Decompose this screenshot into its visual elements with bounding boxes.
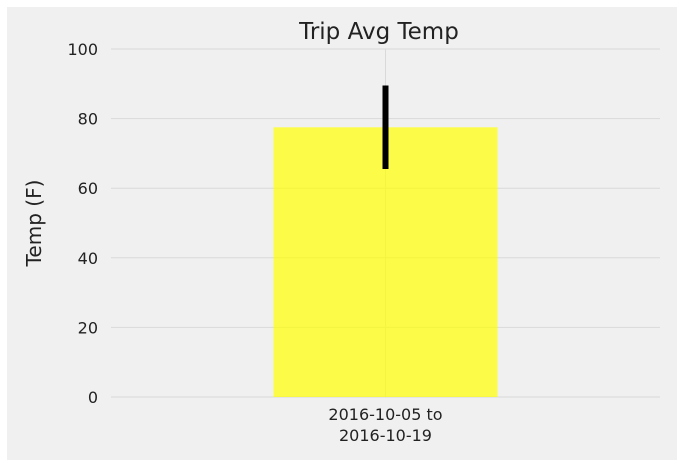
y-tick-label: 100 xyxy=(67,40,98,59)
x-tick-labels: 2016-10-05 to 2016-10-19 xyxy=(328,405,442,445)
y-tick-labels: 0 20 40 60 80 100 xyxy=(67,40,98,407)
chart-area: 2016-10-05 to 2016-10-19 0 20 40 60 80 100 Tri… xyxy=(7,7,677,460)
y-tick-label: 80 xyxy=(78,110,98,129)
y-tick-label: 0 xyxy=(88,388,98,407)
y-tick-label: 40 xyxy=(78,249,98,268)
y-tick-label: 60 xyxy=(78,179,98,198)
x-tick-label: 2016-10-05 to 2016-10-19 xyxy=(328,405,442,445)
chart-title: Trip Avg Temp xyxy=(298,19,459,45)
bars xyxy=(273,85,498,398)
bar xyxy=(273,127,498,398)
bar-chart: 2016-10-05 to 2016-10-19 0 20 40 60 80 100 Tri… xyxy=(22,19,660,445)
y-axis-title: Temp (F) xyxy=(22,180,46,268)
y-tick-label: 20 xyxy=(78,318,98,337)
